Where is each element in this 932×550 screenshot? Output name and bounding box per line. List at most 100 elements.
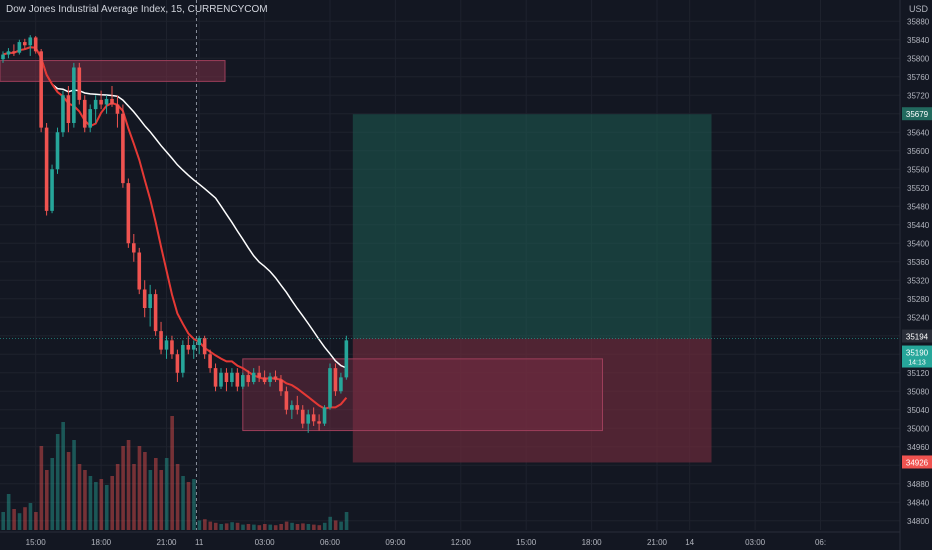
candle-body bbox=[219, 372, 223, 387]
volume-bar bbox=[197, 520, 202, 530]
candle-body bbox=[279, 379, 283, 392]
candle-body bbox=[202, 338, 207, 355]
chart-title: Dow Jones Industrial Average Index, 15, … bbox=[6, 4, 268, 15]
x-tick-label: 21:00 bbox=[647, 538, 668, 547]
supply-box bbox=[0, 60, 226, 82]
stop-loss-price-label: 34926 bbox=[906, 458, 929, 467]
slow-moving-average-line bbox=[2, 46, 347, 369]
volume-bar bbox=[159, 470, 164, 530]
candle-body bbox=[39, 51, 43, 128]
candle-body bbox=[115, 104, 120, 114]
volume-bar bbox=[55, 434, 60, 530]
volume-bar bbox=[148, 470, 153, 530]
candle-body bbox=[262, 377, 267, 382]
candle-body bbox=[197, 338, 201, 345]
candle-body bbox=[55, 132, 60, 170]
currency-label: USD bbox=[908, 4, 928, 14]
volume-bar bbox=[45, 470, 49, 530]
y-tick-label: 35320 bbox=[907, 276, 930, 285]
y-tick-label: 35120 bbox=[907, 369, 930, 378]
candle-body bbox=[110, 98, 114, 105]
x-tick-label: 15:00 bbox=[26, 538, 47, 547]
candle-body bbox=[317, 421, 321, 424]
take-profit-price-label: 35679 bbox=[906, 110, 929, 119]
volume-bar bbox=[99, 479, 104, 530]
last-price-label-bg bbox=[902, 345, 932, 368]
y-tick-label: 35760 bbox=[907, 73, 930, 82]
candle-body bbox=[235, 372, 240, 387]
candle-body bbox=[72, 67, 76, 123]
candle-body bbox=[213, 368, 218, 387]
candle-body bbox=[99, 99, 103, 105]
volume-bar bbox=[301, 523, 305, 530]
candle-body bbox=[175, 354, 180, 373]
volume-bar bbox=[224, 523, 229, 530]
y-tick-label: 35000 bbox=[907, 424, 930, 433]
volume-bar bbox=[110, 476, 114, 530]
candle-body bbox=[257, 372, 261, 378]
volume-bar bbox=[175, 464, 180, 530]
volume-bar bbox=[279, 524, 283, 530]
candle-body bbox=[50, 169, 54, 211]
take-profit-price-label-bg bbox=[902, 107, 932, 121]
volume-bar bbox=[263, 524, 267, 530]
volume-bar bbox=[328, 516, 332, 530]
candle-body bbox=[82, 99, 87, 128]
volume-bar bbox=[1, 512, 5, 530]
candle-body bbox=[28, 37, 33, 46]
candle-body bbox=[148, 294, 152, 308]
candle-body bbox=[290, 405, 294, 410]
volume-bar bbox=[34, 512, 38, 530]
volume-bar bbox=[333, 520, 338, 530]
volume-bar bbox=[164, 458, 169, 530]
candle-body bbox=[126, 183, 131, 244]
volume-bar bbox=[219, 524, 223, 530]
x-tick-label: 06:00 bbox=[320, 538, 341, 547]
y-tick-label: 35040 bbox=[907, 406, 930, 415]
candle-body bbox=[186, 345, 191, 350]
candle-body bbox=[339, 377, 343, 392]
candle-body bbox=[273, 376, 278, 380]
x-tick-label: 11 bbox=[195, 538, 204, 547]
volume-bar bbox=[344, 512, 349, 530]
y-tick-label: 35880 bbox=[907, 17, 930, 26]
x-tick-label: 12:00 bbox=[451, 538, 472, 547]
candle-body bbox=[284, 391, 289, 410]
candle-body bbox=[241, 375, 245, 387]
y-tick-label: 35800 bbox=[907, 54, 930, 63]
current-price-label-bg bbox=[902, 329, 932, 343]
volume-bar bbox=[61, 422, 65, 530]
volume-bar bbox=[154, 458, 158, 530]
volume-bar bbox=[88, 476, 93, 530]
candle-body bbox=[66, 95, 71, 123]
candle-body bbox=[306, 414, 310, 424]
candle-body bbox=[311, 414, 316, 422]
candle-body bbox=[344, 340, 349, 378]
candle-body bbox=[132, 243, 136, 253]
volume-bar bbox=[257, 525, 262, 530]
y-tick-label: 35480 bbox=[907, 202, 930, 211]
volume-bar bbox=[192, 479, 196, 530]
volume-bar bbox=[121, 446, 125, 530]
fast-moving-average-line bbox=[2, 46, 348, 410]
y-tick-label: 35360 bbox=[907, 258, 930, 267]
volume-bar bbox=[66, 452, 71, 530]
candle-body bbox=[77, 67, 82, 100]
volume-bar bbox=[273, 525, 278, 530]
x-tick-label: 06: bbox=[815, 538, 826, 547]
y-tick-label: 34880 bbox=[907, 480, 930, 489]
volume-bar bbox=[339, 521, 343, 530]
y-tick-label: 35440 bbox=[907, 221, 930, 230]
volume-bar bbox=[17, 513, 22, 530]
y-tick-label: 35520 bbox=[907, 184, 930, 193]
candle-body bbox=[164, 340, 169, 350]
candle-body bbox=[1, 54, 5, 60]
y-tick-label: 34800 bbox=[907, 517, 930, 526]
candle-body bbox=[137, 252, 142, 290]
volume-bar bbox=[94, 482, 98, 530]
volume-bar bbox=[252, 524, 256, 530]
volume-bar bbox=[77, 464, 82, 530]
x-tick-label: 21:00 bbox=[156, 538, 177, 547]
x-tick-label: 03:00 bbox=[255, 538, 276, 547]
